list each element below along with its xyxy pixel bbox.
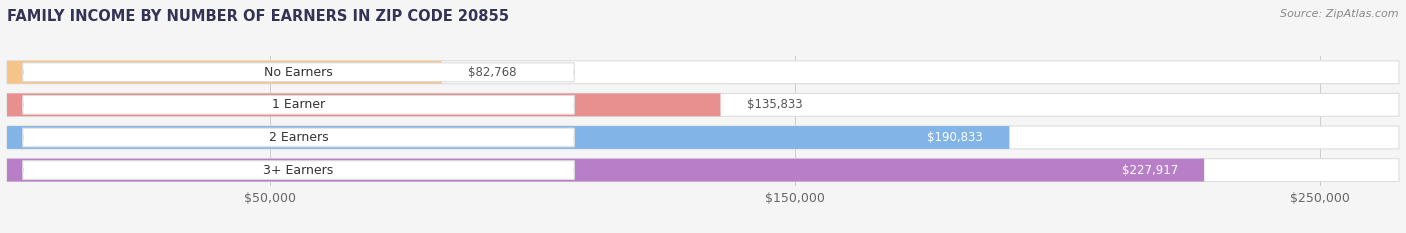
Text: 1 Earner: 1 Earner (271, 98, 325, 111)
Text: FAMILY INCOME BY NUMBER OF EARNERS IN ZIP CODE 20855: FAMILY INCOME BY NUMBER OF EARNERS IN ZI… (7, 9, 509, 24)
FancyBboxPatch shape (7, 93, 720, 116)
FancyBboxPatch shape (22, 96, 574, 114)
Text: $190,833: $190,833 (928, 131, 983, 144)
FancyBboxPatch shape (7, 159, 1399, 182)
FancyBboxPatch shape (7, 126, 1010, 149)
Text: $227,917: $227,917 (1122, 164, 1178, 177)
Text: No Earners: No Earners (264, 66, 333, 79)
FancyBboxPatch shape (22, 161, 574, 179)
FancyBboxPatch shape (22, 128, 574, 147)
Text: $135,833: $135,833 (747, 98, 803, 111)
FancyBboxPatch shape (7, 61, 441, 84)
Text: $82,768: $82,768 (468, 66, 516, 79)
FancyBboxPatch shape (7, 159, 1204, 182)
FancyBboxPatch shape (7, 61, 1399, 84)
Text: 3+ Earners: 3+ Earners (263, 164, 333, 177)
Text: 2 Earners: 2 Earners (269, 131, 329, 144)
FancyBboxPatch shape (22, 63, 574, 82)
Text: Source: ZipAtlas.com: Source: ZipAtlas.com (1281, 9, 1399, 19)
FancyBboxPatch shape (7, 126, 1399, 149)
FancyBboxPatch shape (7, 93, 1399, 116)
